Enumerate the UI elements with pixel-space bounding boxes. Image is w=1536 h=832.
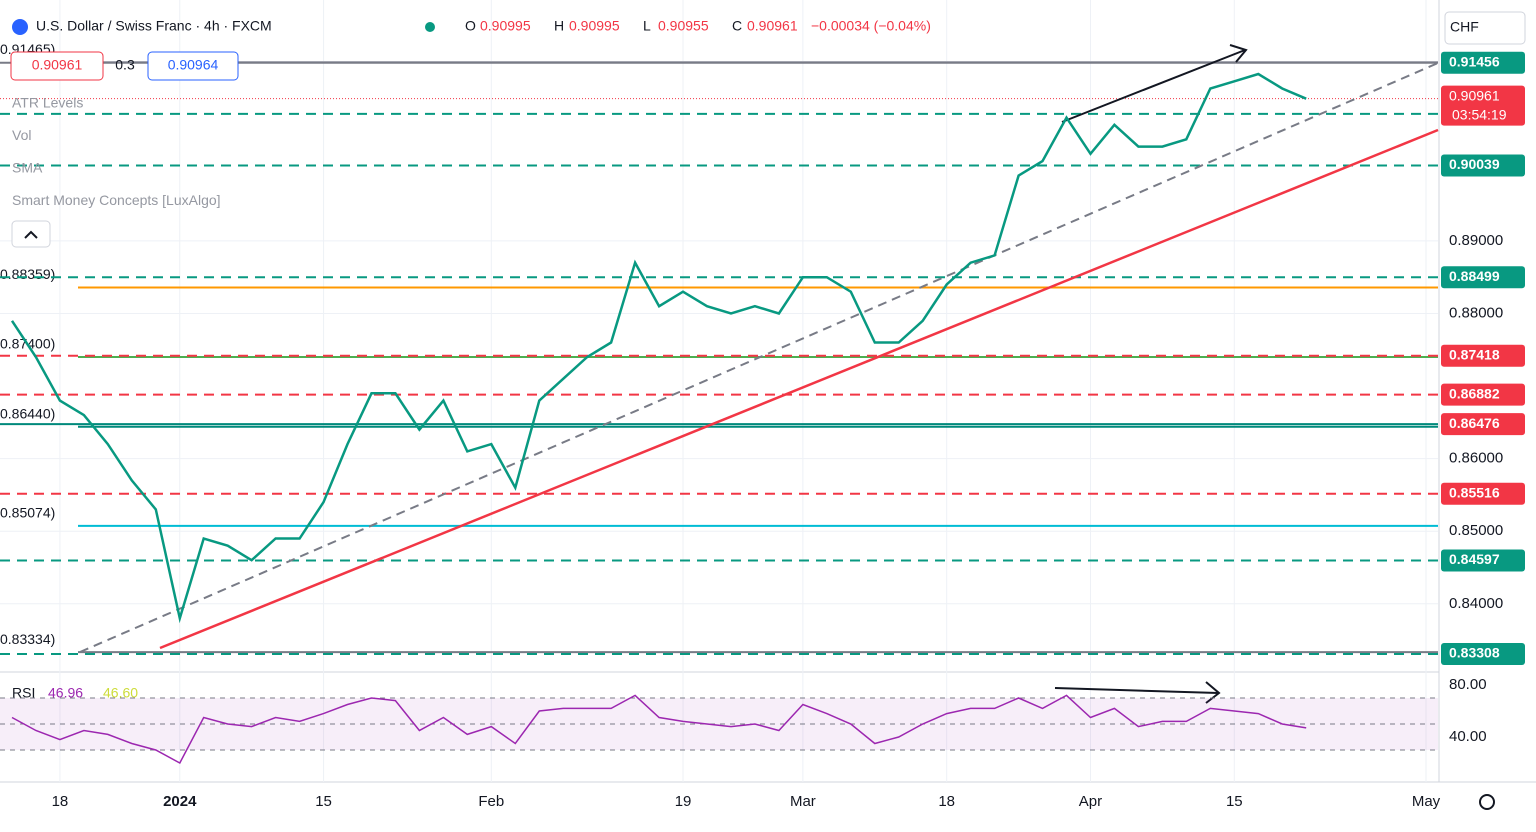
level-tag-label: 0.86476 bbox=[1449, 415, 1500, 431]
level-tag bbox=[1441, 413, 1525, 436]
ohlc-label: C bbox=[732, 18, 742, 34]
ohlc-value: 0.90995 bbox=[480, 18, 531, 34]
rsi-tick-label: 40.00 bbox=[1449, 728, 1487, 745]
level-tag bbox=[1441, 51, 1525, 74]
arrow-head bbox=[1229, 44, 1248, 63]
ohlc-label: H bbox=[554, 18, 564, 34]
last-price-label: 0.90961 bbox=[1449, 87, 1500, 103]
x-tick-label: Mar bbox=[790, 793, 816, 810]
x-tick-label: 18 bbox=[52, 793, 69, 810]
x-tick-label: 18 bbox=[938, 793, 955, 810]
y-tick-label: 0.89000 bbox=[1449, 232, 1503, 249]
divergence-arrow bbox=[1061, 49, 1246, 123]
sell-button[interactable] bbox=[10, 51, 104, 81]
y-tick-label: 0.88000 bbox=[1449, 304, 1503, 321]
level-tag bbox=[1441, 344, 1525, 367]
trend-line bbox=[79, 62, 1439, 653]
x-tick-label: May bbox=[1412, 793, 1441, 810]
ohlc-label: O bbox=[465, 18, 476, 34]
level-tag-label: 0.90039 bbox=[1449, 156, 1500, 172]
y-tick-label: 0.85000 bbox=[1449, 522, 1503, 539]
buy-button[interactable] bbox=[147, 51, 239, 81]
rsi-value: 46.96 bbox=[48, 685, 83, 701]
level-tag-label: 0.84597 bbox=[1449, 551, 1500, 567]
indicator-label[interactable]: Smart Money Concepts [LuxAlgo] bbox=[12, 192, 221, 208]
rsi-line bbox=[11, 694, 1307, 765]
collapse-button[interactable] bbox=[11, 220, 51, 248]
last-price-tag bbox=[1441, 85, 1525, 126]
ohlc-value: 0.90961 bbox=[747, 18, 798, 34]
level-tag bbox=[1441, 643, 1525, 666]
rsi-tick-label: 80.00 bbox=[1449, 676, 1487, 693]
level-tag bbox=[1441, 266, 1525, 289]
indicator-label[interactable]: SMA bbox=[12, 160, 43, 176]
settings-icon[interactable] bbox=[1479, 794, 1495, 810]
level-tag bbox=[1441, 482, 1525, 505]
level-tag-label: 0.88499 bbox=[1449, 268, 1500, 284]
level-tag-label: 0.83308 bbox=[1449, 645, 1500, 661]
y-tick-label: 0.86000 bbox=[1449, 450, 1503, 467]
countdown: 03:54:19 bbox=[1452, 106, 1507, 122]
level-label: 0.83334) bbox=[0, 631, 55, 647]
currency: CHF bbox=[1450, 19, 1479, 35]
x-tick-label: Feb bbox=[478, 793, 504, 810]
divergence-arrow bbox=[1054, 687, 1219, 694]
trend-line bbox=[159, 128, 1439, 650]
level-tag bbox=[1441, 383, 1525, 406]
level-label: 0.88359) bbox=[0, 266, 55, 282]
chart-title: U.S. Dollar / Swiss Franc · 4h · FXCM bbox=[36, 18, 272, 34]
level-tag bbox=[1441, 549, 1525, 572]
ohlc-value: 0.90995 bbox=[569, 18, 620, 34]
collapse-icon bbox=[24, 230, 38, 239]
arrow-head bbox=[1205, 681, 1221, 704]
ohlc-label: L bbox=[643, 18, 651, 34]
level-tag bbox=[1441, 154, 1525, 177]
change: −0.00034 (−0.04%) bbox=[811, 18, 931, 34]
level-label: 0.85074) bbox=[0, 505, 55, 521]
level-tag-label: 0.85516 bbox=[1449, 484, 1500, 500]
x-tick-label: 2024 bbox=[163, 793, 197, 810]
market-status bbox=[425, 22, 435, 32]
currency-button[interactable] bbox=[1444, 11, 1526, 45]
drawings bbox=[79, 44, 1439, 704]
rsi-sma-value: 46.60 bbox=[103, 685, 138, 701]
ohlc-value: 0.90955 bbox=[658, 18, 709, 34]
rsi-band bbox=[0, 698, 1438, 751]
spread: 0.3 bbox=[115, 57, 135, 73]
level-tag-label: 0.91456 bbox=[1449, 53, 1500, 69]
x-tick-label: 15 bbox=[315, 793, 332, 810]
price-line bbox=[10, 72, 1307, 624]
y-tick-label: 0.84000 bbox=[1449, 595, 1503, 612]
indicator-label[interactable]: ATR Levels bbox=[12, 95, 83, 111]
rsi-name: RSI bbox=[12, 685, 35, 701]
x-tick-label: Apr bbox=[1079, 793, 1102, 810]
buy-price: 0.90964 bbox=[168, 57, 219, 73]
sell-price: 0.90961 bbox=[32, 57, 83, 73]
level-tag-label: 0.86882 bbox=[1449, 385, 1500, 401]
level-label: 0.86440) bbox=[0, 405, 55, 421]
indicator-label[interactable]: Vol bbox=[12, 127, 31, 143]
symbol-icon bbox=[12, 19, 28, 35]
level-tag-label: 0.87418 bbox=[1449, 346, 1500, 362]
x-tick-label: 15 bbox=[1226, 793, 1243, 810]
x-tick-label: 19 bbox=[675, 793, 692, 810]
